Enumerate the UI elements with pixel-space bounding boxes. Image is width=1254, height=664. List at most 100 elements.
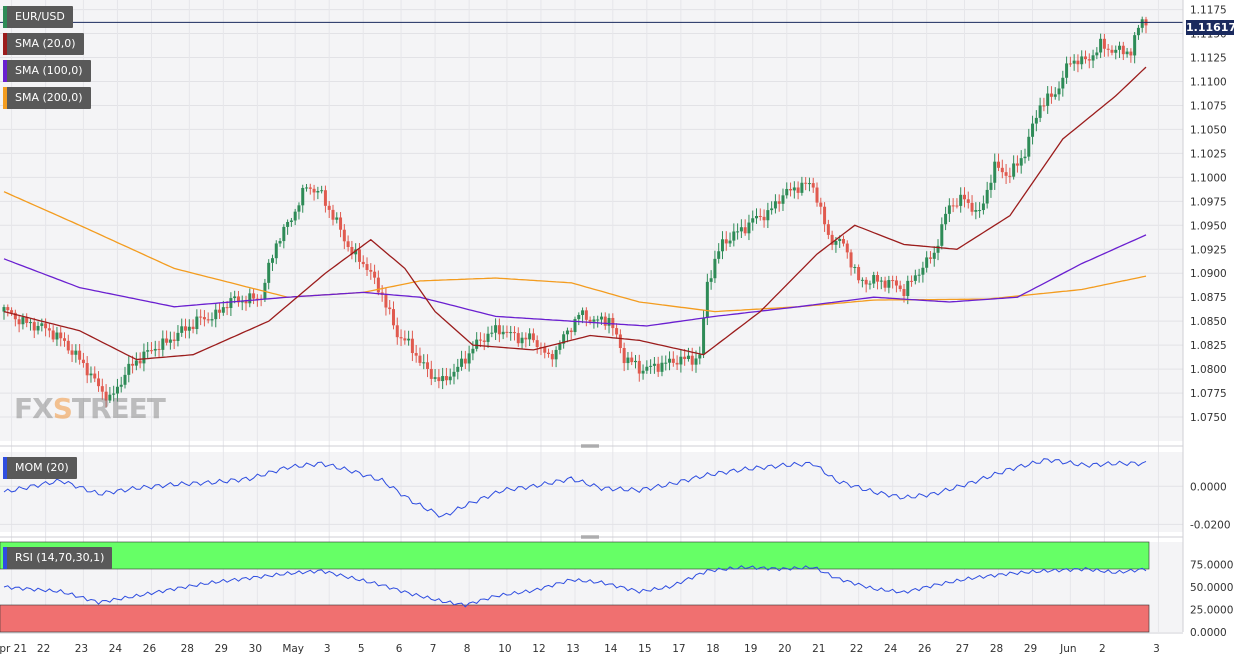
price-tick-label: 1.0850 [1190, 316, 1227, 328]
candle-body [951, 205, 955, 207]
candle-body [917, 274, 921, 276]
candle-body [739, 227, 743, 232]
candle-body [1061, 77, 1065, 89]
candle-body [305, 187, 309, 189]
candle-body [974, 210, 978, 212]
candle-body [603, 316, 607, 326]
price-tick-label: 1.1175 [1190, 5, 1227, 17]
x-tick-label: 19 [744, 643, 757, 655]
candle-body [236, 296, 240, 303]
candle-body [335, 217, 339, 220]
candle-body [928, 257, 932, 259]
candle-body [762, 216, 766, 221]
candle-body [142, 351, 146, 364]
x-tick-label: 10 [498, 643, 511, 655]
x-tick-label: 23 [75, 643, 88, 655]
candle-body [1023, 156, 1027, 159]
candle-body [524, 337, 528, 340]
candle-body [354, 249, 358, 255]
candle-body [562, 334, 566, 344]
candle-body [89, 373, 93, 376]
candle-body [157, 348, 161, 350]
candle-body [1057, 88, 1061, 95]
candle-body [876, 275, 880, 282]
candle-body [74, 350, 78, 355]
candle-body [1046, 93, 1050, 106]
candle-body [826, 224, 830, 235]
price-tick-label: 1.1000 [1190, 172, 1227, 184]
candle-body [993, 161, 997, 183]
candle-body [1042, 105, 1046, 107]
candle-body [997, 161, 1001, 168]
candle-body [777, 201, 781, 204]
candle-body [115, 386, 119, 394]
sma200-label: SMA (200,0) [15, 91, 83, 104]
candle-body [913, 275, 917, 281]
candle-body [187, 326, 191, 331]
candle-body [146, 350, 150, 352]
candle-body [649, 365, 653, 367]
candle-body [225, 307, 229, 309]
candle-body [108, 394, 112, 401]
candle-body [872, 275, 876, 284]
candle-body [399, 337, 403, 339]
candle-body [906, 280, 910, 297]
candle-body [248, 293, 252, 304]
price-tick-label: 1.0950 [1190, 220, 1227, 232]
x-tick-label: 7 [430, 643, 437, 655]
candle-body [902, 289, 906, 297]
candle-body [668, 358, 672, 363]
symbol-label: EUR/USD [3, 6, 73, 28]
candle-body [622, 348, 626, 364]
x-tick-label: 29 [1024, 643, 1037, 655]
candle-body [641, 370, 645, 374]
sma20-line [3, 66, 1147, 361]
candle-body [206, 319, 210, 321]
candle-body [395, 325, 399, 338]
candle-body [558, 343, 562, 350]
candle-body [728, 240, 732, 244]
candle-body [339, 217, 343, 230]
candle-body [1012, 163, 1016, 177]
candle-body [796, 187, 800, 193]
candle-body [1110, 49, 1114, 53]
candle-body [327, 205, 331, 210]
rsi-label: RSI (14,70,30,1) [15, 551, 105, 564]
candle-body [331, 209, 335, 220]
candle-body [274, 243, 278, 259]
candle-body [229, 298, 233, 308]
candle-body [528, 333, 532, 340]
candle-body [509, 332, 513, 334]
candle-body [448, 376, 452, 381]
price-tick-label: 1.1100 [1190, 76, 1227, 88]
mom-line [3, 458, 1147, 518]
mom-swatch [3, 457, 7, 479]
candle-body [78, 350, 82, 360]
candle-body [47, 328, 51, 331]
candle-body [414, 353, 418, 356]
candle-body [255, 298, 259, 300]
candle-body [940, 224, 944, 246]
candle-body [785, 188, 789, 196]
x-tick-label: 21 [812, 643, 825, 655]
candle-body [569, 330, 573, 333]
x-tick-label: May [282, 643, 304, 655]
candle-body [645, 366, 649, 371]
candle-body [373, 271, 377, 278]
x-tick-label: 24 [884, 643, 898, 655]
candle-body [849, 252, 853, 268]
candle-body [531, 333, 535, 341]
candle-body [910, 280, 914, 282]
candle-body [694, 358, 698, 365]
candle-body [501, 331, 505, 335]
candle-body [44, 323, 48, 329]
candle-body [437, 377, 441, 382]
candle-body [789, 188, 793, 191]
candle-body [320, 190, 324, 192]
candle-body [278, 241, 282, 244]
candle-body [599, 316, 603, 320]
price-tick-label: 1.0900 [1190, 268, 1227, 280]
candle-body [312, 188, 316, 193]
candle-body [444, 376, 448, 381]
candle-body [1102, 38, 1106, 49]
